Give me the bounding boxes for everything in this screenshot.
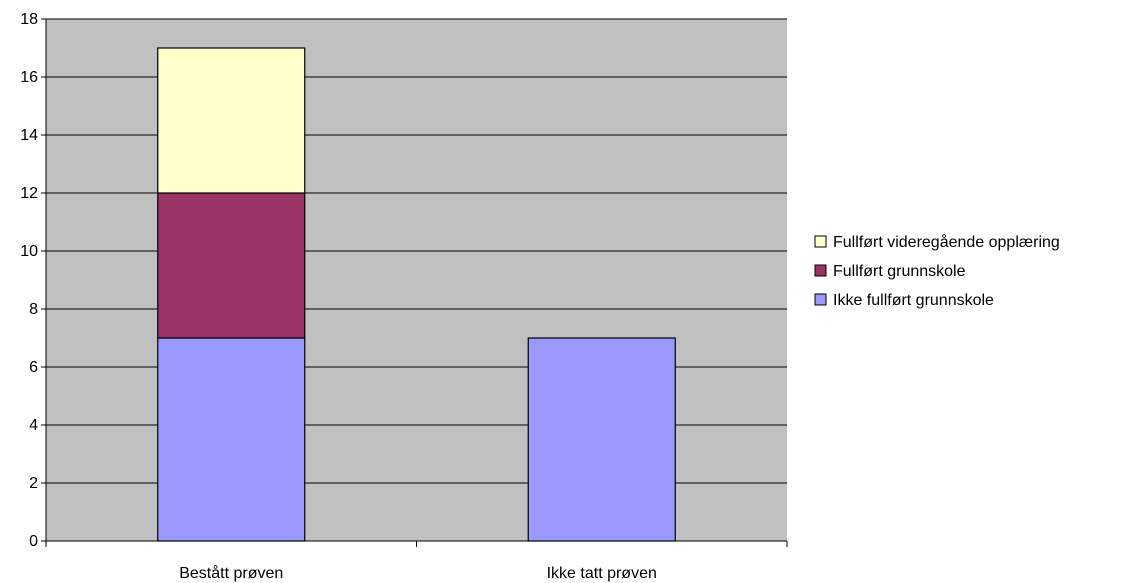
y-tick-label: 4 (29, 417, 38, 434)
legend-label: Fullført grunnskole (833, 263, 966, 280)
y-tick-label: 12 (20, 185, 38, 202)
y-tick-label: 8 (29, 301, 38, 318)
bar-segment (157, 47, 306, 194)
legend-label: Fullført videregående opplæring (833, 233, 1060, 251)
legend-swatch (814, 293, 827, 306)
bars (157, 47, 676, 542)
y-tick-label: 14 (20, 127, 38, 144)
y-tick-label: 2 (29, 475, 38, 492)
y-tick-label: 10 (20, 243, 38, 260)
y-tick-label: 0 (29, 533, 38, 550)
y-tick-label: 16 (20, 69, 38, 86)
axes (45, 19, 788, 547)
x-axis-labels: Bestått prøven Ikke tatt prøven (179, 564, 657, 582)
legend-label: Ikke fullført grunnskole (833, 292, 994, 309)
x-category-label: Bestått prøven (179, 564, 283, 582)
legend: Fullført videregående opplæring Fullført … (814, 233, 1060, 309)
y-axis-ticks: 0 2 4 6 8 10 12 14 16 18 (20, 11, 46, 550)
bar-segment (527, 337, 676, 542)
legend-swatch (814, 264, 827, 277)
legend-swatch (814, 235, 827, 248)
y-tick-label: 18 (20, 11, 38, 28)
y-tick-label: 6 (29, 359, 38, 376)
bar-segment (157, 192, 306, 339)
bar-segment (157, 337, 306, 542)
x-category-label: Ikke tatt prøven (547, 565, 657, 582)
